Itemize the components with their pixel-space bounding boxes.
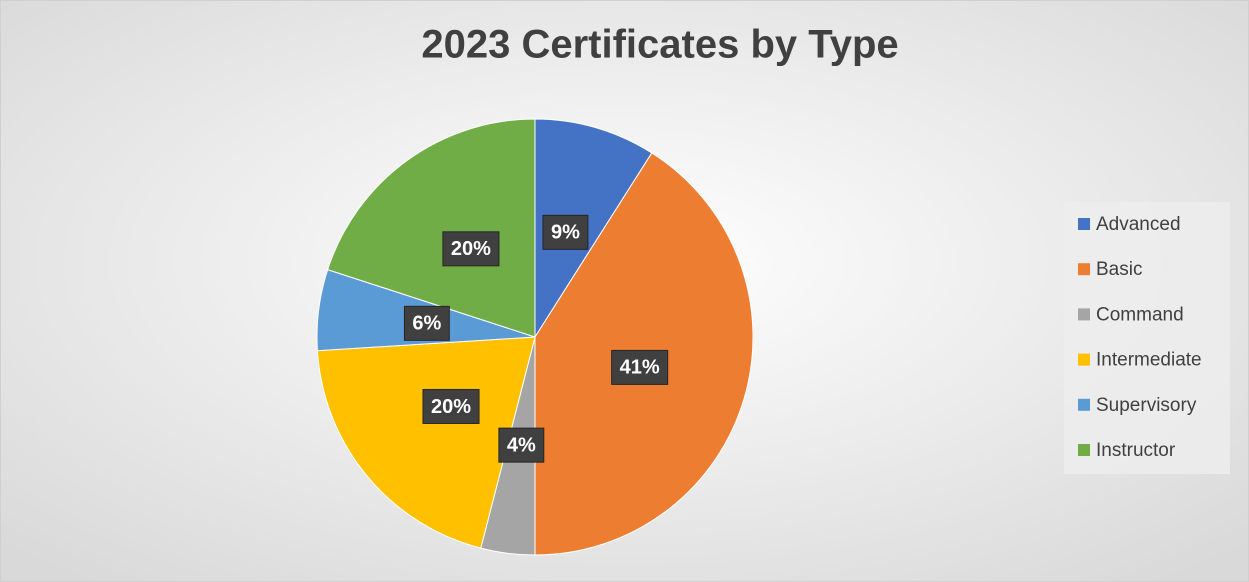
data-label: 41% (611, 349, 669, 385)
pie-slice (534, 118, 653, 339)
data-label-box (611, 349, 669, 385)
legend-swatch (1078, 398, 1090, 411)
data-label-box (542, 214, 589, 250)
legend-swatch (1078, 308, 1090, 321)
data-label: 9% (542, 214, 589, 250)
pie-slice (316, 336, 536, 549)
legend-label: Command (1096, 304, 1184, 325)
data-label-text: 20% (451, 238, 491, 260)
data-label-text: 9% (551, 222, 580, 244)
chart-title: 2023 Certificates by Type (421, 23, 898, 67)
data-label-text: 4% (507, 434, 536, 456)
legend-swatch (1078, 353, 1090, 366)
data-label: 6% (403, 305, 450, 341)
legend-swatch (1078, 263, 1090, 276)
data-label-text: 20% (431, 396, 471, 418)
pie-slice (327, 118, 536, 338)
data-label-box (403, 305, 450, 341)
legend-label: Instructor (1096, 440, 1176, 461)
data-label-box (442, 231, 500, 267)
data-label: 20% (422, 388, 480, 424)
data-label-text: 6% (412, 313, 441, 335)
data-label-text: 41% (620, 357, 660, 379)
legend-label: Intermediate (1096, 350, 1202, 371)
legend-label: Advanced (1096, 214, 1181, 235)
data-label-box (422, 388, 480, 424)
legend-box (1064, 202, 1230, 474)
data-label-box (498, 427, 545, 463)
legend-swatch (1078, 444, 1090, 456)
data-label: 4% (498, 427, 545, 463)
legend-label: Supervisory (1096, 395, 1197, 416)
legend-label: Basic (1096, 259, 1142, 280)
legend-swatch (1078, 218, 1090, 230)
data-label: 20% (442, 231, 500, 267)
